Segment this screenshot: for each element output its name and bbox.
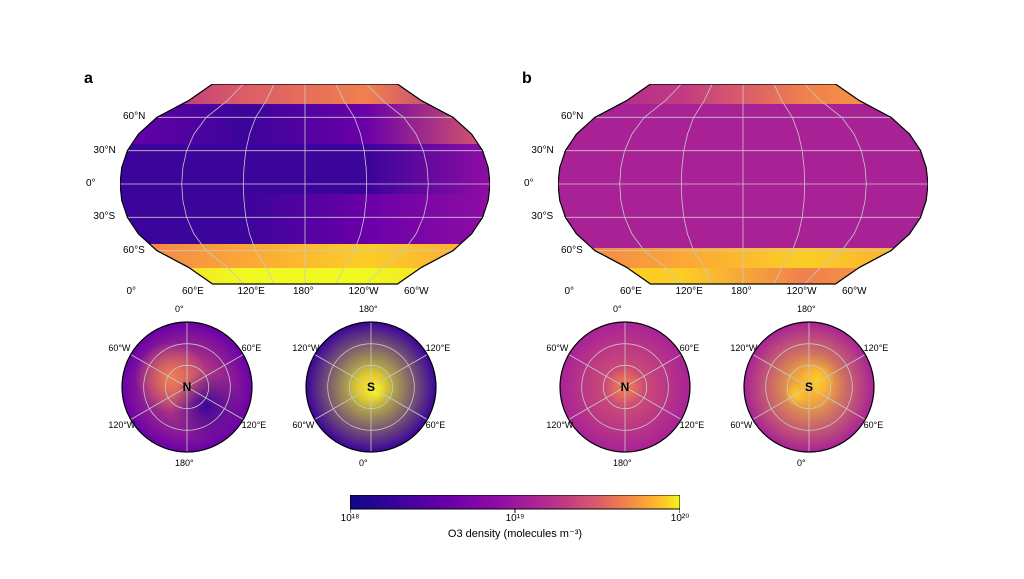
polar-lon-label: 120°W — [730, 343, 757, 353]
lon-tick-label: 120°E — [238, 286, 265, 297]
polar-lon-label: 120°E — [242, 420, 267, 430]
lat-tick-label: 0° — [524, 178, 534, 189]
polar-lon-label: 60°E — [242, 343, 262, 353]
polar-lon-label: 120°W — [546, 420, 573, 430]
colorbar-tick-label: 10¹⁸ — [341, 513, 360, 524]
lat-tick-label: 60°S — [561, 245, 583, 256]
lon-tick-label: 120°E — [676, 286, 703, 297]
polar-lon-label: 120°W — [108, 420, 135, 430]
lat-tick-label: 30°S — [93, 211, 115, 222]
lon-tick-label: 60°W — [842, 286, 867, 297]
polar-lon-label: 60°E — [426, 420, 446, 430]
lon-tick-label: 0° — [127, 286, 137, 297]
polar-lon-label: 180° — [797, 304, 816, 314]
lon-tick-label: 180° — [731, 286, 752, 297]
lat-tick-label: 30°S — [531, 211, 553, 222]
polar-lon-label: 180° — [359, 304, 378, 314]
polar-lon-label: 180° — [613, 458, 632, 468]
polar-lon-label: 60°E — [680, 343, 700, 353]
lat-tick-label: 30°N — [93, 145, 115, 156]
polar-lon-label: 0° — [175, 304, 184, 314]
polar-lon-label: 60°W — [546, 343, 568, 353]
panel-label-b: b — [522, 70, 532, 88]
figure-root: a b 60°N 30°N 0° 30°S 60°S 0° 60°E 120°E 180° 120… — [0, 0, 1024, 579]
panel-label-a: a — [84, 70, 93, 88]
polar-lon-label: 120°E — [426, 343, 451, 353]
south-pole-letter: S — [805, 380, 813, 394]
lat-tick-label: 60°S — [123, 245, 145, 256]
robinson-map-a — [120, 84, 490, 294]
lon-tick-label: 0° — [565, 286, 575, 297]
lon-tick-label: 60°W — [404, 286, 429, 297]
polar-lon-label: 120°W — [292, 343, 319, 353]
lon-tick-label: 180° — [293, 286, 314, 297]
colorbar — [350, 495, 680, 515]
lat-tick-label: 30°N — [531, 145, 553, 156]
lat-tick-label: 0° — [86, 178, 96, 189]
colorbar-tick-label: 10¹⁹ — [506, 513, 525, 524]
lon-tick-label: 120°W — [349, 286, 379, 297]
north-pole-letter: N — [183, 380, 192, 394]
colorbar-axis-label: O3 density (molecules m⁻³) — [448, 527, 582, 540]
polar-lon-label: 60°W — [730, 420, 752, 430]
polar-lon-label: 0° — [797, 458, 806, 468]
lon-tick-label: 120°W — [787, 286, 817, 297]
polar-lon-label: 60°W — [108, 343, 130, 353]
lon-tick-label: 60°E — [620, 286, 642, 297]
lat-tick-label: 60°N — [123, 111, 145, 122]
polar-lon-label: 0° — [613, 304, 622, 314]
polar-lon-label: 60°W — [292, 420, 314, 430]
polar-lon-label: 120°E — [680, 420, 705, 430]
polar-lon-label: 60°E — [864, 420, 884, 430]
colorbar-tick-label: 10²⁰ — [671, 513, 689, 524]
north-pole-letter: N — [621, 380, 630, 394]
robinson-map-b — [558, 84, 928, 294]
south-pole-letter: S — [367, 380, 375, 394]
lon-tick-label: 60°E — [182, 286, 204, 297]
polar-lon-label: 180° — [175, 458, 194, 468]
polar-lon-label: 0° — [359, 458, 368, 468]
polar-lon-label: 120°E — [864, 343, 889, 353]
lat-tick-label: 60°N — [561, 111, 583, 122]
